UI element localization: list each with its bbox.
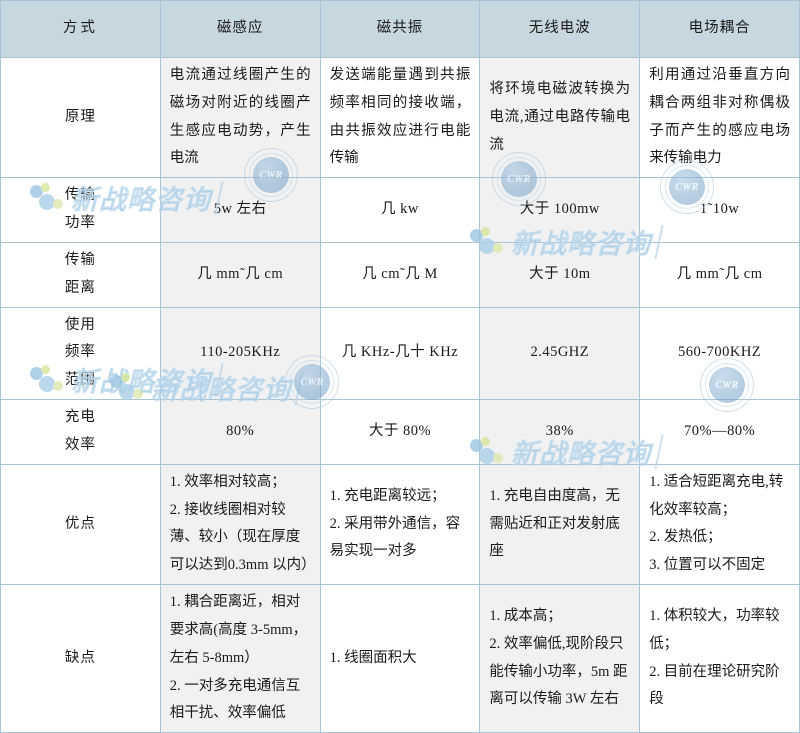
row-label-line: 使用 [64, 316, 96, 333]
list-item: 1. 体积较大，功率较低； [649, 607, 780, 652]
table-row-principle: 原理 电流通过线圈产生的磁场对附近的线圈产生感应电动势，产生电流 发送端能量遇到共振… [0, 56, 800, 179]
row-label-line: 传输 [64, 251, 96, 268]
table-row-frequency-range: 使用 频率 范围 110-205KHz 几 KHz-几十 KHz 2.45GHZ 560-7… [0, 306, 800, 401]
cell-transmission-power-magnetic-induction: 5w 左右 [159, 177, 321, 243]
list-item: 1. 线圈面积大 [329, 649, 417, 666]
list-item: 3. 位置可以不固定 [649, 557, 766, 574]
list-item: 1. 适合短距离充电,转化效率较高； [649, 473, 784, 518]
row-label-charging-efficiency: 充电 效率 [0, 399, 161, 465]
list-item: 2. 效率偏低,现阶段只能传输小功率，5m 距离可以传输 3W 左右 [489, 635, 628, 708]
cell-transmission-distance-magnetic-resonance: 几 cm˜几 M [319, 241, 481, 308]
cell-principle-magnetic-induction: 电流通过线圈产生的磁场对附近的线圈产生感应电动势，产生电流 [159, 56, 321, 179]
table-row-transmission-distance: 传输 距离几 mm˜几 cm 几 cm˜几 M 大于 10m 几 mm˜几 cm [0, 241, 800, 308]
cell-advantages-radio-wave: 1. 充电自由度高，无需贴近和正对发射底座 [479, 463, 641, 586]
column-header-magnetic-resonance: 磁共振 [319, 0, 481, 58]
row-label-principle: 原理 [0, 56, 161, 179]
row-label-line: 频率 [64, 344, 96, 361]
row-label-line: 优点 [64, 515, 96, 532]
table-header: 方式 磁感应 磁共振 无线电波 电场耦合 [0, 0, 800, 58]
cell-transmission-power-magnetic-resonance: 几 kw [319, 177, 481, 243]
cell-principle-electric-field-coupling: 利用通过沿垂直方向耦合两组非对称偶极子而产生的感应电场来传输电力 [639, 56, 800, 179]
row-label-line: 效率 [64, 436, 96, 453]
cell-disadvantages-radio-wave: 1. 成本高； 2. 效率偏低,现阶段只能传输小功率，5m 距离可以传输 3W 左… [479, 584, 641, 733]
cell-frequency-range-magnetic-resonance: 几 KHz-几十 KHz [319, 306, 481, 401]
column-header-electric-field-coupling: 电场耦合 [639, 0, 800, 58]
list-item: 2. 目前在理论研究阶段 [649, 663, 780, 708]
cell-transmission-distance-radio-wave: 大于 10m [479, 241, 641, 308]
cell-transmission-distance-electric-field-coupling: 几 mm˜几 cm [639, 241, 800, 308]
row-label-line: 原理 [64, 108, 96, 125]
list-item: 1. 成本高； [489, 607, 562, 624]
cell-frequency-range-radio-wave: 2.45GHZ [479, 306, 641, 401]
row-label-disadvantages: 缺点 [0, 584, 161, 733]
row-label-transmission-power: 传输 功率 [0, 177, 161, 243]
cell-charging-efficiency-radio-wave: 38% [479, 399, 641, 465]
cell-charging-efficiency-electric-field-coupling: 70%—80% [639, 399, 800, 465]
row-label-line: 功率 [64, 215, 96, 232]
cell-frequency-range-magnetic-induction: 110-205KHz [159, 306, 321, 401]
list-item: 1. 耦合距离近，相对要求高(高度 3-5mm，左右 5-8mm） [169, 594, 308, 666]
list-item: 2. 采用带外通信，容易实现一对多 [329, 515, 461, 560]
column-header-magnetic-induction: 磁感应 [159, 0, 321, 58]
table-row-transmission-power: 传输 功率 5w 左右几 kw 大于 100mw 1˜10w [0, 177, 800, 243]
cell-advantages-electric-field-coupling: 1. 适合短距离充电,转化效率较高； 2. 发热低； 3. 位置可以不固定 [639, 463, 800, 586]
row-label-line: 缺点 [64, 649, 96, 666]
list-item: 1. 充电距离较远； [329, 487, 446, 504]
column-header-radio-wave: 无线电波 [479, 0, 641, 58]
list-item: 2. 发热低； [649, 529, 722, 546]
row-label-line: 充电 [64, 409, 96, 426]
row-label-advantages: 优点 [0, 463, 161, 586]
cell-principle-magnetic-resonance: 发送端能量遇到共振频率相同的接收端，由共振效应进行电能传输 [319, 56, 481, 179]
cell-disadvantages-magnetic-resonance: 1. 线圈面积大 [319, 584, 481, 733]
row-label-line: 传输 [64, 187, 96, 204]
list-item: 2. 接收线圈相对较薄、较小（现在厚度可以达到0.3mm 以内） [169, 501, 316, 574]
row-label-line: 范围 [64, 372, 96, 389]
list-item: 1. 效率相对较高； [169, 473, 286, 490]
cell-charging-efficiency-magnetic-resonance: 大于 80% [319, 399, 481, 465]
row-label-frequency-range: 使用 频率 范围 [0, 306, 161, 401]
header-row: 方式 磁感应 磁共振 无线电波 电场耦合 [0, 0, 800, 58]
table-body: 原理 电流通过线圈产生的磁场对附近的线圈产生感应电动势，产生电流 发送端能量遇到共振… [0, 56, 800, 733]
cell-principle-radio-wave: 将环境电磁波转换为电流,通过电路传输电流 [479, 56, 641, 179]
cell-advantages-magnetic-induction: 1. 效率相对较高； 2. 接收线圈相对较薄、较小（现在厚度可以达到0.3mm 以… [159, 463, 321, 586]
cell-transmission-power-radio-wave: 大于 100mw [479, 177, 641, 243]
cell-charging-efficiency-magnetic-induction: 80% [159, 399, 321, 465]
table-row-advantages: 优点 1. 效率相对较高； 2. 接收线圈相对较薄、较小（现在厚度可以达到0.3mm… [0, 463, 800, 586]
row-label-line: 距离 [64, 279, 96, 296]
table-row-disadvantages: 缺点 1. 耦合距离近，相对要求高(高度 3-5mm，左右 5-8mm） 2. 一对… [0, 584, 800, 733]
table-row-charging-efficiency: 充电 效率 80% 大于 80% 38% 70%—80% [0, 399, 800, 465]
list-item: 2. 一对多充电通信互相干扰、效率偏低 [169, 677, 301, 722]
cell-transmission-power-electric-field-coupling: 1˜10w [639, 177, 800, 243]
cell-frequency-range-electric-field-coupling: 560-700KHZ [639, 306, 800, 401]
cell-advantages-magnetic-resonance: 1. 充电距离较远； 2. 采用带外通信，容易实现一对多 [319, 463, 481, 586]
cell-transmission-distance-magnetic-induction: 几 mm˜几 cm [159, 241, 321, 308]
row-label-transmission-distance: 传输 距离 [0, 241, 161, 308]
cell-disadvantages-magnetic-induction: 1. 耦合距离近，相对要求高(高度 3-5mm，左右 5-8mm） 2. 一对多充… [159, 584, 321, 733]
cell-disadvantages-electric-field-coupling: 1. 体积较大，功率较低； 2. 目前在理论研究阶段 [639, 584, 800, 733]
list-item: 1. 充电自由度高，无需贴近和正对发射底座 [489, 487, 620, 560]
column-header-method: 方式 [0, 0, 161, 58]
